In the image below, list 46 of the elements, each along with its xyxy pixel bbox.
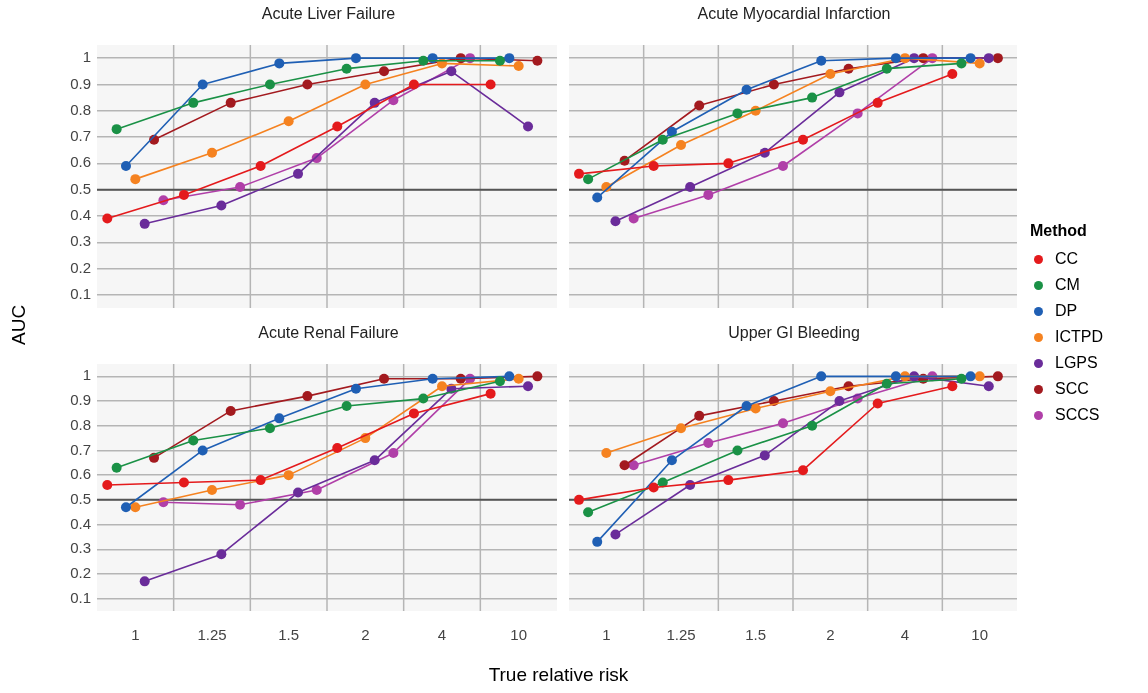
y-tick-label: 0.7	[70, 440, 91, 458]
legend-label: CC	[1055, 250, 1079, 268]
x-tick-label: 1.25	[197, 626, 227, 644]
y-tick-label: 0.4	[70, 514, 91, 532]
y-axis-title: AUC	[8, 304, 30, 345]
x-tick-label: 10	[510, 626, 528, 644]
y-tick-label: 1	[82, 366, 91, 384]
chart-title: Upper GI Bleeding	[727, 324, 861, 342]
legend-label: DP	[1055, 302, 1078, 320]
y-tick-label: 0.5	[70, 489, 91, 507]
y-tick-label: 0.4	[70, 206, 91, 224]
legend-title: Method	[1030, 222, 1088, 240]
y-tick-label: 0.9	[70, 74, 91, 92]
legend-label: CM	[1055, 276, 1080, 294]
x-tick-label: 4	[900, 626, 910, 644]
y-tick-label: 0.5	[70, 179, 91, 197]
legend-label: LGPS	[1055, 354, 1098, 372]
x-tick-label: 1.5	[278, 626, 300, 644]
chart-title: Acute Renal Failure	[257, 324, 400, 342]
y-tick-label: 0.7	[70, 127, 91, 145]
y-tick-label: 0.1	[70, 588, 91, 606]
x-tick-label: 1.5	[745, 626, 767, 644]
y-tick-label: 0.2	[70, 258, 91, 276]
legend-label: ICTPD	[1055, 328, 1103, 346]
x-tick-label: 4	[437, 626, 447, 644]
x-tick-label: 2	[826, 626, 835, 644]
y-tick-label: 0.3	[70, 232, 91, 250]
y-tick-label: 1	[82, 48, 91, 66]
x-tick-label: 1	[602, 626, 611, 644]
x-tick-label: 1.25	[666, 626, 696, 644]
y-tick-label: 0.6	[70, 153, 91, 171]
legend-label: SCC	[1055, 380, 1089, 398]
x-tick-label: 1	[131, 626, 140, 644]
y-tick-label: 0.2	[70, 564, 91, 582]
y-tick-label: 0.8	[70, 100, 91, 118]
chart-title: Acute Myocardial Infarction	[696, 5, 892, 23]
y-tick-label: 0.8	[70, 415, 91, 433]
x-tick-label: 10	[971, 626, 989, 644]
y-tick-label: 0.6	[70, 465, 91, 483]
y-tick-label: 0.1	[70, 284, 91, 302]
x-axis-title: True relative risk	[487, 664, 630, 686]
legend-label: SCCS	[1055, 406, 1100, 424]
chart-title: Acute Liver Failure	[260, 5, 397, 23]
y-tick-label: 0.3	[70, 539, 91, 557]
x-tick-label: 2	[361, 626, 370, 644]
y-tick-label: 0.9	[70, 391, 91, 409]
